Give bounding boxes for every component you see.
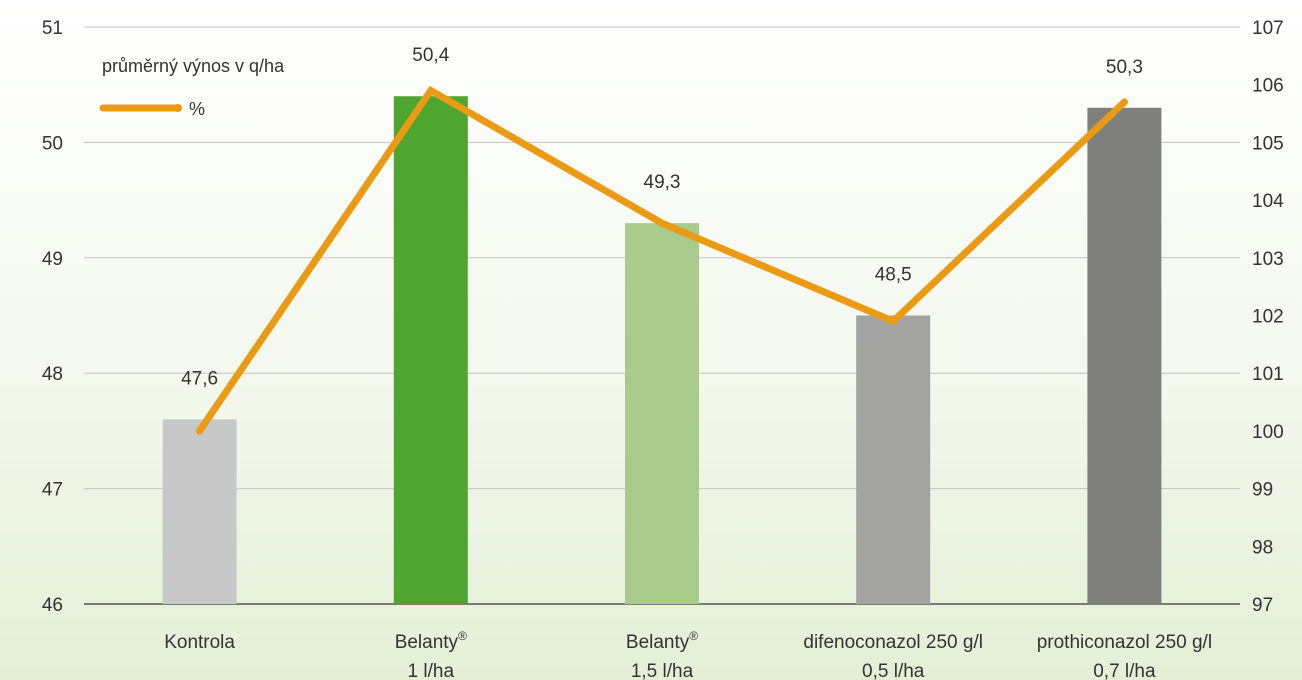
category-label: 1 l/ha [408, 661, 455, 680]
bar-value-label: 50,3 [1106, 57, 1143, 78]
category-label: Belanty® [626, 629, 698, 653]
category-label: 1,5 l/ha [631, 661, 694, 680]
bar-value-label: 48,5 [875, 265, 912, 286]
right-axis-ticks: 97 98 99 100 101 102 103 104 105 106 107 [1252, 18, 1284, 616]
left-axis-tick-label: 46 [42, 595, 63, 616]
left-axis-ticks: 46 47 48 49 50 51 [42, 18, 63, 616]
category-label: 0,5 l/ha [862, 661, 925, 680]
right-axis-tick-label: 103 [1252, 249, 1284, 270]
category-label: prothiconazol 250 g/l [1037, 632, 1212, 653]
line-point [427, 86, 435, 94]
bar-value-label: 49,3 [644, 172, 681, 193]
category-label: Belanty® [395, 629, 467, 653]
legend: průměrný výnos v q/ha % [99, 56, 285, 119]
right-axis-tick-label: 106 [1252, 76, 1284, 97]
right-axis-tick-label: 98 [1252, 537, 1273, 558]
category-label: 0,7 l/ha [1093, 661, 1156, 680]
bar-value-label: 50,4 [412, 45, 449, 66]
legend-line-series-label: % [189, 99, 205, 119]
right-axis-tick-label: 99 [1252, 480, 1273, 501]
bar [625, 223, 699, 604]
category-label: difenoconazol 250 g/l [803, 632, 983, 653]
line-point [889, 317, 897, 325]
right-axis-tick-label: 102 [1252, 307, 1284, 328]
bar-data-labels: 47,6 50,4 49,3 48,5 50,3 [181, 45, 1143, 389]
left-axis-tick-label: 49 [42, 249, 63, 270]
legend-bar-series-label: průměrný výnos v q/ha [102, 56, 285, 76]
line-point [658, 219, 666, 227]
bar [1087, 107, 1162, 604]
bar [393, 96, 468, 605]
bar [162, 419, 237, 604]
legend-line-marker [174, 104, 182, 112]
left-axis-tick-label: 51 [42, 18, 63, 39]
left-axis-tick-label: 48 [42, 364, 63, 385]
bar [856, 315, 931, 604]
line-series [196, 85, 1128, 435]
right-axis-tick-label: 100 [1252, 422, 1284, 443]
right-axis-tick-label: 101 [1252, 364, 1284, 385]
right-axis-tick-label: 97 [1252, 595, 1273, 616]
right-axis-tick-label: 104 [1252, 191, 1284, 212]
category-label: Kontrola [164, 632, 235, 653]
left-axis-tick-label: 50 [42, 133, 63, 154]
line-point [196, 427, 204, 435]
bar-value-label: 47,6 [181, 368, 218, 389]
bar-series [162, 96, 1162, 605]
line-point [1120, 98, 1128, 106]
right-axis-tick-label: 107 [1252, 18, 1284, 39]
category-labels: Kontrola Belanty® 1 l/ha Belanty® 1,5 l/ha di… [164, 629, 1212, 680]
right-axis-tick-label: 105 [1252, 133, 1284, 154]
left-axis-tick-label: 47 [42, 480, 63, 501]
